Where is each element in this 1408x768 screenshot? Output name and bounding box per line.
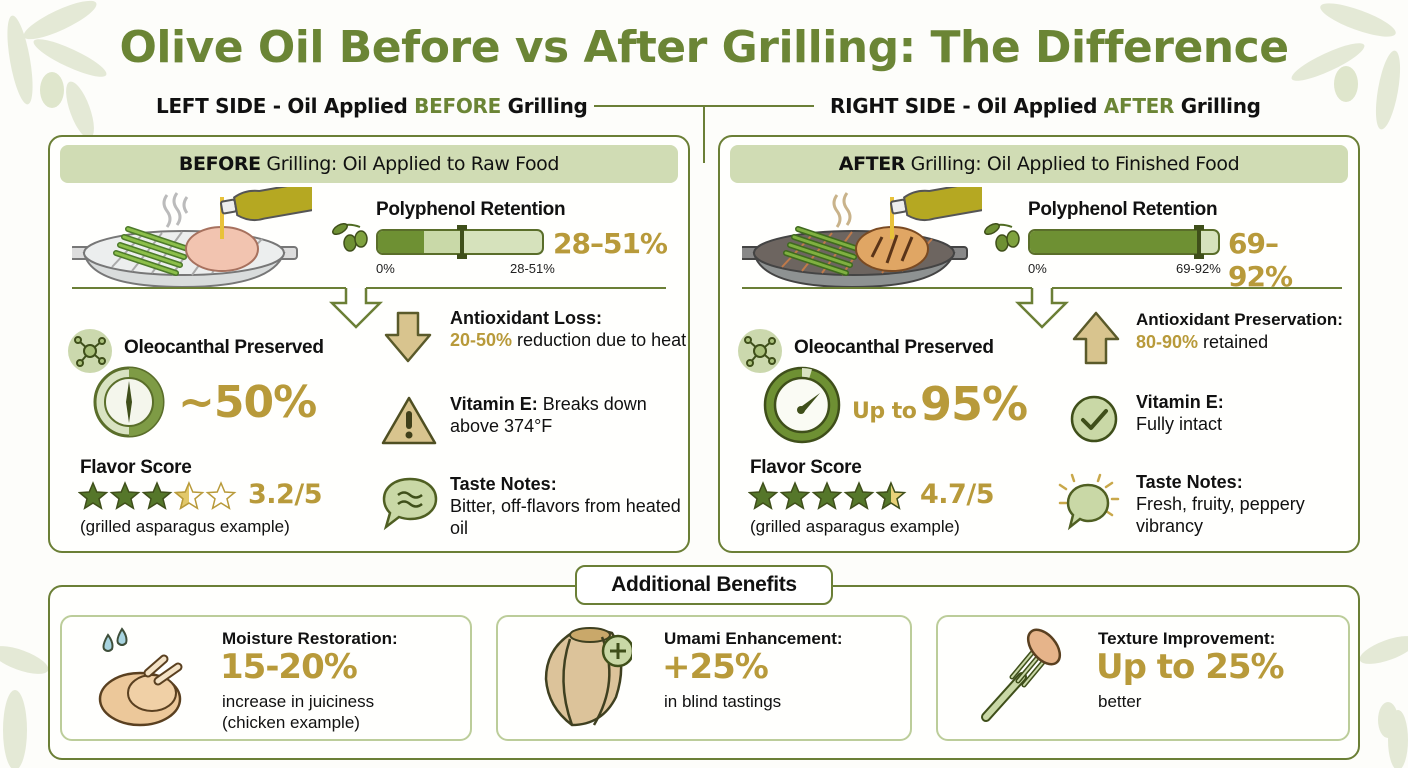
down-arrow-connector-icon	[328, 288, 384, 329]
right-side-label: RIGHT SIDE - Oil Applied AFTER Grilling	[830, 94, 1261, 118]
half-gauge-icon	[93, 366, 165, 438]
fork-icon	[981, 628, 1062, 722]
stars-4-5-of-5-icon	[748, 482, 906, 510]
left-side-label: LEFT SIDE - Oil Applied BEFORE Grilling	[156, 94, 588, 118]
speech-bubble-icon	[382, 477, 438, 531]
warning-icon	[381, 396, 437, 445]
olive-icon	[332, 222, 368, 252]
arrow-down-icon	[384, 311, 432, 363]
bar-range	[423, 231, 462, 253]
connector-line-vertical	[703, 105, 705, 163]
bar-marker	[1194, 225, 1205, 259]
polyphenol-progress-bar	[376, 225, 544, 259]
molecule-icon	[738, 329, 782, 373]
page-title: Olive Oil Before vs After Grilling: The …	[119, 22, 1289, 73]
oleocanthal-value: 95%	[920, 377, 1028, 431]
connector-line-right	[704, 105, 814, 107]
bar-fill	[1030, 231, 1200, 253]
star-rating	[78, 481, 240, 511]
olive-icon	[984, 222, 1020, 252]
polyphenol-progress-bar	[1028, 225, 1220, 259]
chicken-icon	[98, 627, 183, 727]
oleocanthal-prefix: Up to	[852, 399, 917, 424]
molecule-icon	[68, 329, 112, 373]
after-panel-header: AFTER Grilling: Oil Applied to Finished …	[730, 145, 1348, 183]
additional-benefits-title: Additional Benefits	[575, 565, 833, 605]
benefit-card-moisture: Moisture Restoration: 15-20% increase in…	[60, 615, 472, 741]
full-gauge-icon	[763, 366, 841, 444]
oleocanthal-value: ~50%	[178, 377, 317, 428]
checkmark-icon	[1070, 395, 1118, 443]
grill-raw-food-illustration	[72, 187, 312, 287]
bar-fill	[378, 231, 424, 253]
before-grilling-panel: BEFORE Grilling: Oil Applied to Raw Food	[48, 135, 690, 553]
section-divider	[366, 287, 666, 289]
benefit-card-umami: Umami Enhancement: +25% in blind tasting…	[496, 615, 912, 741]
before-panel-header: BEFORE Grilling: Oil Applied to Raw Food	[60, 145, 678, 183]
down-arrow-connector-icon	[1014, 288, 1070, 329]
benefit-card-texture: Texture Improvement: Up to 25% better	[936, 615, 1350, 741]
stars-3-of-5-icon	[78, 482, 236, 510]
section-divider	[72, 287, 346, 289]
star-rating	[748, 481, 910, 511]
bar-marker	[456, 225, 467, 259]
connector-line-left	[594, 105, 704, 107]
section-divider	[742, 287, 1032, 289]
grill-finished-food-illustration	[742, 187, 982, 287]
section-divider	[1052, 287, 1342, 289]
mushroom-icon	[544, 627, 632, 727]
sparkle-bubble-icon	[1058, 473, 1120, 531]
after-grilling-panel: AFTER Grilling: Oil Applied to Finished …	[718, 135, 1360, 553]
arrow-up-icon	[1072, 311, 1120, 365]
